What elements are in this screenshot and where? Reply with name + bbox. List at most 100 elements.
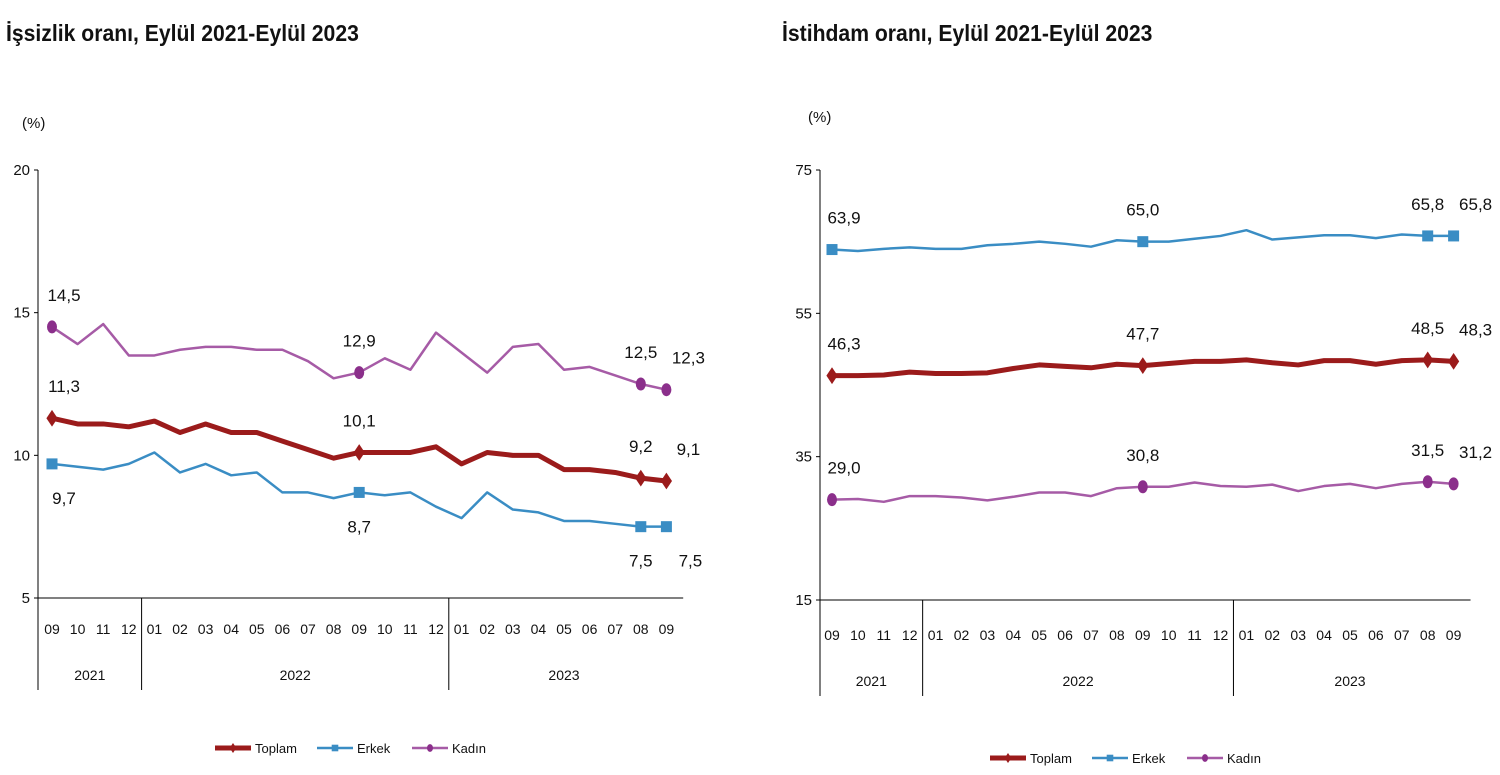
unemployment-toplam-marker (353, 444, 365, 461)
employment-data-label: 48,3 (1459, 320, 1492, 339)
unemployment-erkek-marker (353, 486, 365, 498)
unemployment-x-tick-label: 08 (326, 621, 342, 637)
employment-data-label: 65,8 (1459, 195, 1492, 214)
unemployment-x-tick-label: 07 (607, 621, 623, 637)
employment-x-tick-label: 07 (1083, 627, 1099, 643)
employment-x-tick-label: 06 (1057, 627, 1073, 643)
employment-kadın-marker (1448, 477, 1459, 491)
employment-x-tick-label: 10 (850, 627, 866, 643)
employment-y-tick-label: 75 (795, 162, 812, 179)
unemployment-erkek-marker (46, 458, 58, 470)
employment-erkek-marker (826, 244, 838, 256)
employment-toplam-marker (826, 367, 838, 385)
unemployment-x-tick-label: 04 (531, 621, 547, 637)
unemployment-toplam-marker (46, 409, 58, 427)
unemployment-x-tick-label: 04 (223, 621, 239, 637)
unemployment-erkek-marker (635, 521, 647, 533)
employment-x-tick-label: 08 (1109, 627, 1125, 643)
unemployment-chart-title: İşsizlik oranı, Eylül 2021-Eylül 2023 (6, 20, 359, 46)
unemployment-data-label: 12,9 (343, 332, 376, 351)
employment-x-tick-label: 03 (980, 627, 996, 643)
legend-toplam-marker (229, 742, 237, 754)
employment-x-tick-label: 09 (1446, 627, 1462, 643)
unemployment-data-label: 7,5 (679, 552, 703, 571)
employment-x-tick-label: 05 (1031, 627, 1047, 643)
unemployment-year-label: 2023 (548, 667, 579, 683)
employment-y-unit-label: (%) (808, 109, 831, 126)
employment-data-label: 48,5 (1411, 319, 1444, 338)
legend-erkek-label: Erkek (1132, 751, 1166, 766)
unemployment-x-tick-label: 03 (505, 621, 521, 637)
employment-x-tick-label: 10 (1161, 627, 1177, 643)
employment-x-tick-label: 05 (1342, 627, 1358, 643)
unemployment-kadın-marker (354, 366, 365, 380)
employment-data-label: 31,2 (1459, 443, 1492, 462)
unemployment-y-tick-label: 5 (22, 590, 30, 607)
unemployment-x-tick-label: 07 (300, 621, 316, 637)
unemployment-data-label: 9,1 (677, 440, 701, 459)
employment-data-label: 29,0 (827, 459, 860, 478)
employment-year-label: 2022 (1062, 673, 1093, 689)
employment-year-label: 2021 (856, 673, 887, 689)
legend-toplam-label: Toplam (255, 741, 297, 756)
unemployment-data-label: 12,5 (624, 343, 657, 362)
unemployment-erkek-marker (660, 521, 672, 533)
employment-kadın-marker (1137, 480, 1148, 494)
unemployment-x-tick-label: 08 (633, 621, 649, 637)
employment-y-tick-label: 35 (795, 449, 812, 466)
employment-x-tick-label: 09 (824, 627, 840, 643)
employment-kadın-marker (1422, 475, 1433, 489)
unemployment-year-label: 2021 (74, 667, 105, 683)
legend-erkek-marker (331, 744, 339, 752)
employment-x-tick-label: 02 (954, 627, 970, 643)
unemployment-y-unit-label: (%) (22, 115, 45, 132)
legend-erkek-label: Erkek (357, 741, 391, 756)
unemployment-y-tick-label: 20 (13, 162, 30, 179)
employment-year-label: 2023 (1334, 673, 1365, 689)
employment-x-tick-label: 09 (1135, 627, 1151, 643)
unemployment-x-tick-label: 09 (351, 621, 367, 637)
unemployment-x-tick-label: 01 (454, 621, 470, 637)
employment-data-label: 65,8 (1411, 195, 1444, 214)
legend-kadın-marker (1202, 754, 1208, 762)
employment-erkek-marker (1422, 230, 1434, 242)
unemployment-x-tick-label: 12 (428, 621, 444, 637)
employment-y-tick-label: 15 (795, 592, 812, 609)
employment-data-label: 65,0 (1126, 201, 1159, 220)
legend-kadın-label: Kadın (452, 741, 486, 756)
unemployment-x-tick-label: 03 (198, 621, 214, 637)
employment-kadın-marker (827, 493, 837, 507)
unemployment-x-tick-label: 09 (44, 621, 60, 637)
employment-x-tick-label: 06 (1368, 627, 1384, 643)
unemployment-kadın-marker (47, 320, 57, 334)
employment-x-tick-label: 02 (1265, 627, 1281, 643)
unemployment-x-tick-label: 11 (403, 621, 418, 637)
legend-toplam-marker (1004, 752, 1012, 764)
employment-x-tick-label: 01 (1239, 627, 1255, 643)
employment-x-tick-label: 04 (1316, 627, 1332, 643)
unemployment-data-label: 7,5 (629, 552, 653, 571)
employment-x-tick-label: 11 (877, 627, 892, 643)
unemployment-x-tick-label: 02 (172, 621, 188, 637)
unemployment-kadın-marker (661, 383, 672, 397)
unemployment-x-tick-label: 05 (556, 621, 572, 637)
unemployment-data-label: 10,1 (343, 411, 376, 430)
unemployment-data-label: 12,3 (672, 349, 705, 368)
employment-x-tick-label: 07 (1394, 627, 1410, 643)
legend-kadın-marker (427, 744, 433, 752)
unemployment-x-tick-label: 12 (121, 621, 137, 637)
unemployment-x-tick-label: 06 (275, 621, 291, 637)
unemployment-x-tick-label: 10 (70, 621, 86, 637)
unemployment-toplam-marker (635, 469, 647, 487)
employment-x-tick-label: 11 (1187, 627, 1202, 643)
employment-erkek-marker (1448, 230, 1460, 242)
unemployment-kadın-marker (635, 377, 646, 391)
legend-erkek-marker (1106, 754, 1114, 762)
employment-toplam-marker (1422, 351, 1434, 369)
employment-data-label: 47,7 (1126, 325, 1159, 344)
legend-toplam-label: Toplam (1030, 751, 1072, 766)
unemployment-x-tick-label: 11 (96, 621, 111, 637)
employment-x-tick-label: 04 (1006, 627, 1022, 643)
unemployment-x-tick-label: 01 (147, 621, 163, 637)
